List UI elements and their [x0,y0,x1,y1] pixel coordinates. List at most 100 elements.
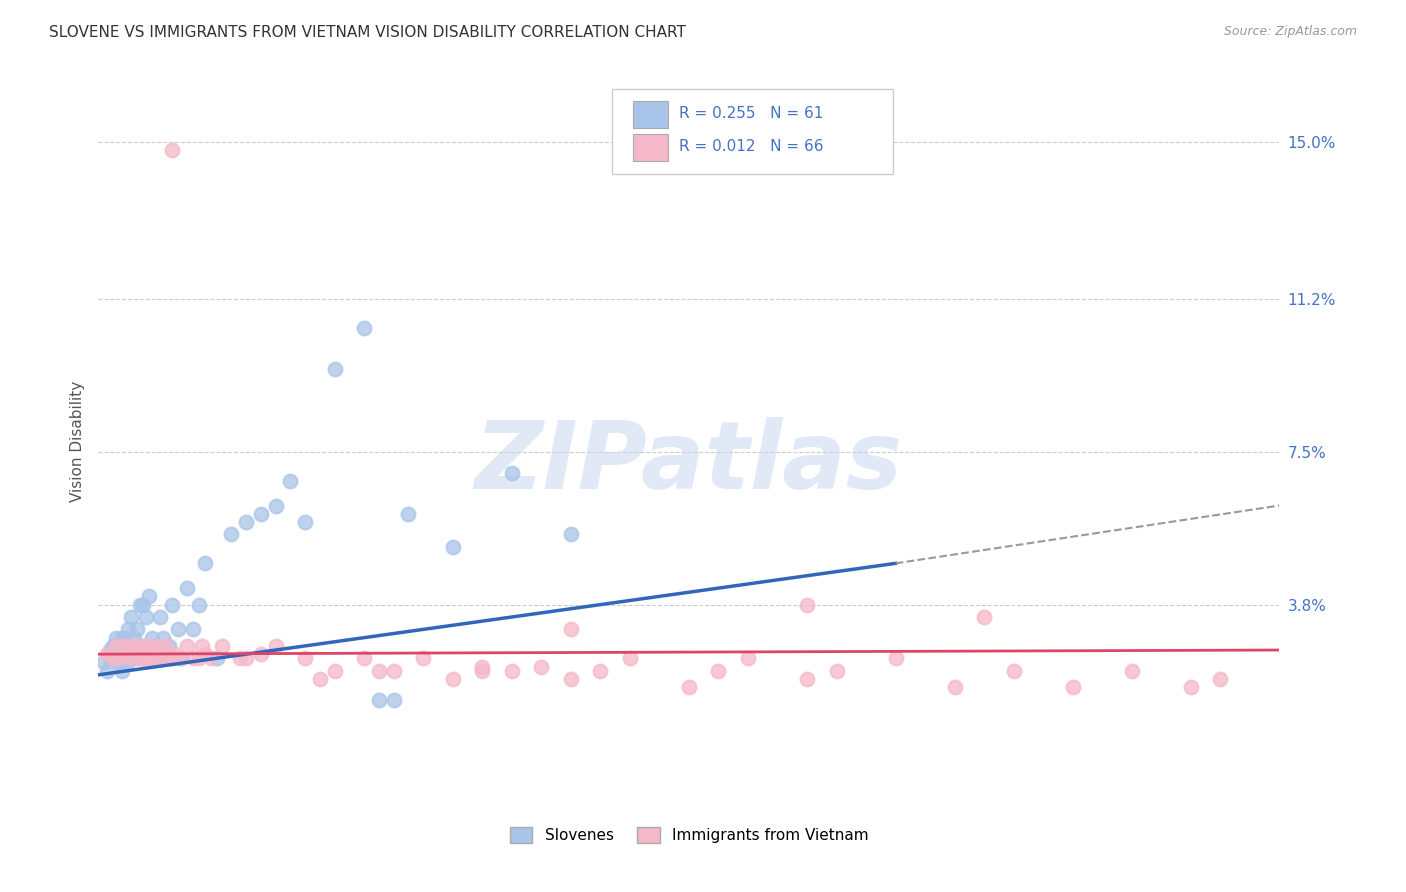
Point [309,672,332,686]
Point [143,639,166,653]
Point [117,639,139,653]
Point [152,647,174,661]
Point [96,647,118,661]
Point [128,651,150,665]
Point [973,610,995,624]
Point [382,692,405,706]
Point [122,631,145,645]
Point [138,590,160,604]
Point [114,647,136,661]
Point [707,664,730,678]
Point [108,656,131,670]
Point [250,507,273,521]
Point [132,651,155,665]
Point [141,651,163,665]
Point [103,651,125,665]
Point [143,647,166,661]
Point [111,651,134,665]
Point [678,680,700,694]
Point [125,647,148,661]
Point [264,639,287,653]
Y-axis label: Vision Disability: Vision Disability [69,381,84,502]
Point [128,639,150,653]
Point [108,651,131,665]
Point [162,144,183,158]
Point [294,651,316,665]
Point [398,507,420,521]
Point [103,639,125,653]
Point [135,647,157,661]
Point [737,651,759,665]
Point [250,647,273,661]
Point [162,598,183,612]
Point [560,672,582,686]
Legend: Slovenes, Immigrants from Vietnam: Slovenes, Immigrants from Vietnam [503,822,875,849]
Point [382,664,405,678]
Point [170,651,193,665]
Point [200,651,222,665]
Point [105,631,128,645]
Point [1209,672,1232,686]
Point [353,321,375,335]
Point [1062,680,1084,694]
Text: ZIPatlas: ZIPatlas [475,417,903,509]
Point [280,474,302,488]
Point [211,639,233,653]
Point [471,664,494,678]
Point [117,656,139,670]
Point [264,499,287,513]
Point [96,664,118,678]
Point [103,651,125,665]
Point [146,639,169,653]
Point [181,623,204,637]
Point [943,680,966,694]
Point [146,651,169,665]
Point [176,581,198,595]
Point [105,639,128,653]
Point [825,664,848,678]
Point [114,647,136,661]
Point [132,639,155,653]
Point [471,659,494,673]
Point [138,639,160,653]
Point [205,651,228,665]
Point [152,631,174,645]
Point [353,651,375,665]
Point [229,651,252,665]
Point [135,610,157,624]
Point [93,656,115,670]
Point [128,598,150,612]
Point [323,362,346,376]
Point [235,651,257,665]
Point [501,466,523,480]
Point [194,647,217,661]
Point [141,631,163,645]
Point [108,639,131,653]
Point [589,664,612,678]
Point [501,664,523,678]
Point [441,540,464,554]
Point [155,651,177,665]
Point [412,651,434,665]
Point [98,643,121,657]
Point [235,515,257,529]
Point [141,651,163,665]
Point [120,610,142,624]
Point [176,639,198,653]
Point [170,651,193,665]
Point [157,639,180,653]
Point [194,557,217,571]
Point [114,631,136,645]
Point [560,623,582,637]
Point [368,692,391,706]
Point [560,527,582,541]
Point [132,598,155,612]
Point [135,651,157,665]
Point [530,659,553,673]
Point [191,639,214,653]
Point [117,623,139,637]
Point [155,639,177,653]
Point [368,664,391,678]
Point [98,651,121,665]
Point [122,639,145,653]
